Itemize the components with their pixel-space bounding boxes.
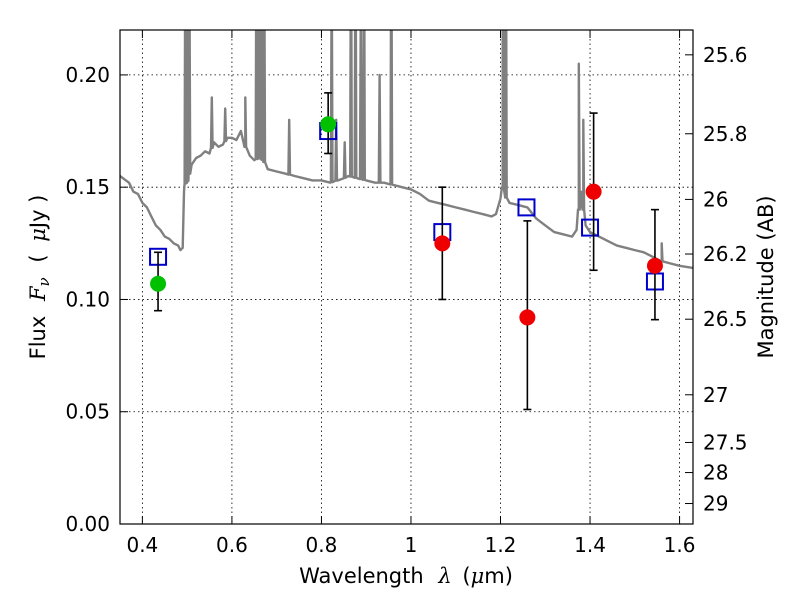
- x-tick-label: 1.4: [574, 533, 606, 557]
- x-tick-label: 0.4: [126, 533, 158, 557]
- observed-flux-point: [519, 309, 536, 326]
- x-tick-label: 0.8: [306, 533, 338, 557]
- y2-tick-label: 25.6: [703, 43, 748, 67]
- y2-tick-label: 26.2: [703, 242, 748, 266]
- model-flux-square: [517, 198, 536, 217]
- template-spectrum: [120, 30, 693, 270]
- grid-lines: [120, 30, 693, 524]
- observed-flux-point: [434, 235, 451, 252]
- y2-tick-label: 25.8: [703, 122, 748, 146]
- observed-flux-point: [150, 275, 167, 292]
- y-axis-ticks: 0.00 0.05 0.10 0.15 0.20: [65, 63, 128, 536]
- plot-frame: [119, 29, 694, 525]
- x-tick-label: 1.6: [664, 533, 696, 557]
- x-axis-label: Wavelength λ (μm): [299, 564, 513, 588]
- spectrum-line: [120, 30, 693, 270]
- y-axis-label: Flux Fν ( μJy ): [26, 195, 54, 360]
- right-axis-label: Magnitude (AB): [754, 195, 778, 358]
- y2-tick-label: 27: [703, 383, 728, 407]
- model-flux-square: [581, 218, 600, 237]
- y2-tick-label: 26: [703, 187, 728, 211]
- right-magnitude-ticks: 25.6 25.8 26 26.2 26.5 27 27.5 28 29: [685, 43, 748, 516]
- x-tick-label: 0.6: [216, 533, 248, 557]
- x-tick-label: 1.2: [485, 533, 517, 557]
- x-axis-ticks: 0.4 0.6 0.8 1 1.2 1.4 1.6: [126, 30, 695, 557]
- x-tick-label: 1: [405, 533, 418, 557]
- y2-tick-label: 27.5: [703, 430, 748, 454]
- y-tick-label: 0.00: [65, 512, 110, 536]
- observed-flux-point: [646, 257, 663, 274]
- observed-flux-point: [585, 183, 602, 200]
- y-tick-label: 0.05: [65, 400, 110, 424]
- photometry-points: [149, 92, 664, 411]
- y2-tick-label: 26.5: [703, 307, 748, 331]
- observed-flux-point: [320, 116, 337, 133]
- y-tick-label: 0.15: [65, 175, 110, 199]
- y2-tick-label: 28: [703, 461, 728, 485]
- y-tick-label: 0.20: [65, 63, 110, 87]
- y2-tick-label: 29: [703, 492, 728, 516]
- y-tick-label: 0.10: [65, 287, 110, 311]
